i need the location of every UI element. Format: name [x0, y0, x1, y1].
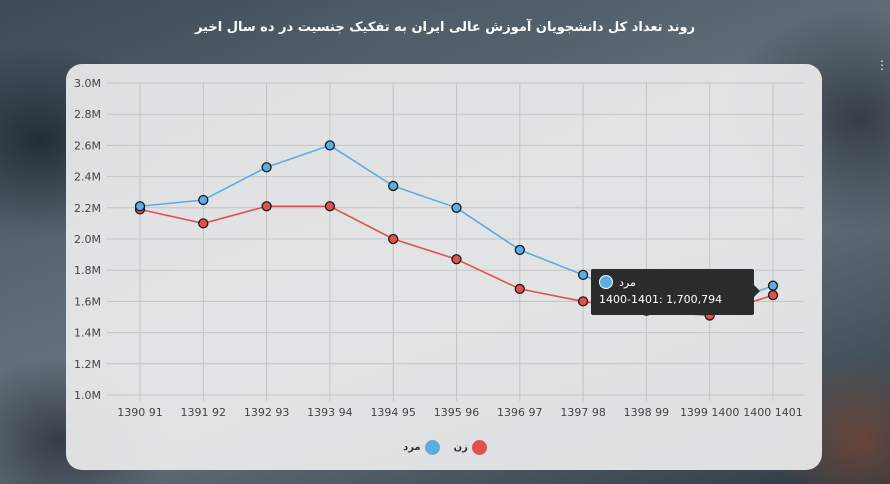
female-data-point: [198, 218, 209, 229]
y-tick-label: 1.8M: [74, 264, 101, 277]
y-tick-label: 1.4M: [74, 327, 101, 340]
tooltip-swatch: [599, 275, 613, 289]
female-data-point: [767, 290, 779, 301]
y-tick-label: 1.6M: [74, 295, 101, 308]
x-tick-label: 1396 97: [497, 406, 543, 419]
legend-item-male[interactable]: مرد: [403, 440, 440, 455]
legend-swatch-female: [471, 440, 487, 455]
tooltip-series-name: مرد: [619, 275, 636, 289]
male-data-point: [261, 162, 272, 173]
x-tick-label: 1399 1400: [680, 406, 740, 419]
female-data-point: [388, 233, 399, 245]
male-data-point: [451, 202, 462, 213]
chart-title: روند تعداد کل دانشجویان آموزش عالی ایران…: [194, 20, 696, 35]
tooltip-value: 1400-1401: 1,700,794: [599, 293, 723, 306]
y-tick-label: 1.2M: [74, 358, 101, 371]
male-data-point: [198, 194, 209, 206]
x-tick-label: 1398 99: [624, 406, 670, 419]
legend-label-female: زن: [453, 442, 468, 453]
legend-item-female[interactable]: زن: [454, 440, 487, 455]
female-data-point: [514, 283, 525, 295]
y-tick-label: 2.6M: [74, 139, 101, 152]
chart-card: [66, 64, 822, 470]
x-axis-ticks: 1390 91 1391 92 1392 93 1393 94 1394 95 1395 …: [117, 406, 803, 419]
y-tick-label: 2.0M: [74, 233, 101, 246]
male-data-point: [388, 180, 399, 192]
y-tick-label: 3.0M: [74, 77, 101, 90]
chart-legend: مرد زن: [0, 440, 890, 455]
female-data-point: [324, 201, 336, 212]
x-tick-label: 1397 98: [560, 406, 606, 419]
data-tooltip: مرد 1400-1401: 1,700,794: [591, 269, 760, 315]
female-data-point: [451, 254, 462, 265]
grid-lines: [107, 82, 804, 401]
male-data-point: [324, 140, 336, 151]
x-tick-label: 1400 1401: [743, 406, 803, 419]
male-data-point: [577, 269, 589, 281]
y-axis-ticks: 1.0M 1.2M 1.4M 1.6M 1.8M 2.0M 2.2M 2.4M 2.6M 2.8M…: [74, 77, 101, 402]
y-tick-label: 2.4M: [74, 171, 101, 184]
legend-label-male: مرد: [403, 442, 421, 453]
x-tick-label: 1395 96: [434, 406, 480, 419]
male-data-point: [514, 244, 525, 256]
female-data-point: [261, 201, 272, 212]
y-tick-label: 2.2M: [74, 202, 101, 215]
legend-swatch-male: [424, 440, 440, 455]
tooltip-arrow: [754, 285, 760, 297]
female-data-point: [577, 296, 589, 307]
x-tick-label: 1393 94: [307, 406, 353, 419]
y-tick-label: 1.0M: [74, 389, 101, 402]
male-data-point: [767, 280, 779, 291]
y-tick-label: 2.8M: [74, 108, 101, 121]
x-tick-label: 1391 92: [181, 406, 227, 419]
male-data-point: [134, 201, 146, 212]
x-tick-label: 1394 95: [370, 406, 416, 419]
more-vertical-icon[interactable]: ⋮: [876, 58, 888, 72]
x-tick-label: 1392 93: [244, 406, 290, 419]
x-tick-label: 1390 91: [117, 406, 163, 419]
